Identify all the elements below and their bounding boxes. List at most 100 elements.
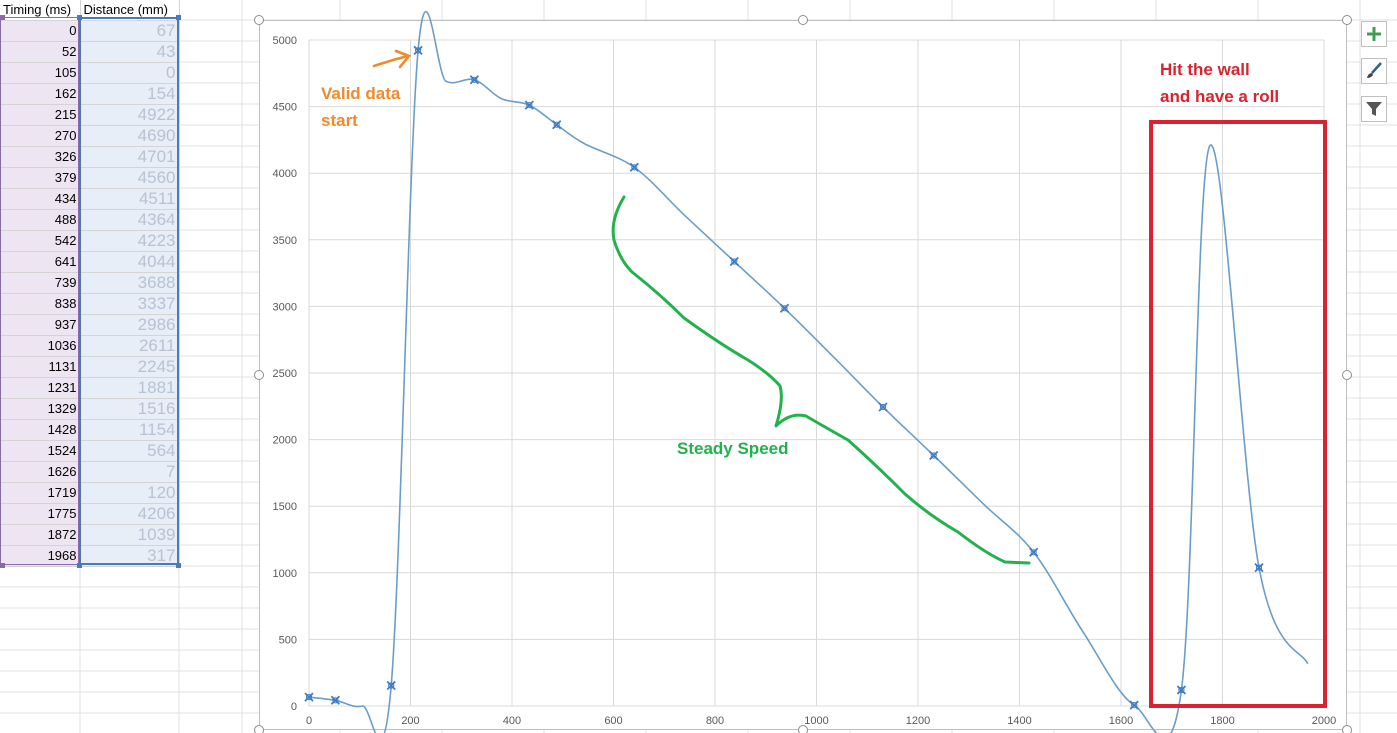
distance-header[interactable]: Distance (mm) xyxy=(80,0,180,21)
distance-cell[interactable]: 1881 xyxy=(80,377,180,399)
data-point[interactable] xyxy=(469,75,480,85)
timing-cell[interactable]: 838 xyxy=(0,293,81,315)
selection-handle[interactable] xyxy=(176,15,181,20)
timing-cell[interactable]: 270 xyxy=(0,125,81,147)
series-markers xyxy=(304,45,1264,710)
y-tick-label: 0 xyxy=(291,701,297,713)
selection-handle[interactable] xyxy=(0,15,5,20)
timing-cell[interactable]: 215 xyxy=(0,104,81,126)
selection-handle[interactable] xyxy=(77,563,82,568)
timing-cell[interactable]: 1775 xyxy=(0,503,81,525)
distance-cell[interactable]: 4206 xyxy=(80,503,180,525)
timing-cell[interactable]: 326 xyxy=(0,146,81,168)
distance-cell[interactable]: 2986 xyxy=(80,314,180,336)
timing-cell[interactable]: 434 xyxy=(0,188,81,210)
data-point[interactable] xyxy=(552,120,562,130)
data-point[interactable] xyxy=(1254,562,1264,573)
distance-cell[interactable]: 4690 xyxy=(80,125,180,147)
distance-cell[interactable]: 1039 xyxy=(80,524,180,546)
distance-cell[interactable]: 4364 xyxy=(80,209,180,231)
data-point[interactable] xyxy=(929,450,939,461)
timing-cell[interactable]: 1719 xyxy=(0,482,81,504)
resize-handle[interactable] xyxy=(254,370,264,380)
timing-cell[interactable]: 1131 xyxy=(0,356,81,378)
data-point[interactable] xyxy=(1176,685,1187,695)
distance-cell[interactable]: 4922 xyxy=(80,104,180,126)
timing-cell[interactable]: 1626 xyxy=(0,461,81,483)
timing-cell[interactable]: 1428 xyxy=(0,419,81,441)
chart-area[interactable] xyxy=(259,20,1347,730)
brush-icon xyxy=(1367,62,1382,78)
selection-handle[interactable] xyxy=(77,15,82,20)
distance-cell[interactable]: 7 xyxy=(80,461,180,483)
data-point[interactable] xyxy=(304,692,314,702)
distance-selection[interactable] xyxy=(79,17,179,565)
distance-cell[interactable]: 4511 xyxy=(80,188,180,210)
distance-cell[interactable]: 2611 xyxy=(80,335,180,357)
resize-handle[interactable] xyxy=(254,15,264,25)
data-point[interactable] xyxy=(878,402,888,412)
series-line xyxy=(308,11,1309,733)
distance-cell[interactable]: 67 xyxy=(80,20,180,42)
timing-cell[interactable]: 52 xyxy=(0,41,81,63)
distance-cell[interactable]: 4044 xyxy=(80,251,180,273)
timing-cell[interactable]: 162 xyxy=(0,83,81,105)
data-point[interactable] xyxy=(629,162,639,172)
timing-cell[interactable]: 1329 xyxy=(0,398,81,420)
chart-styles-button[interactable] xyxy=(1361,58,1387,84)
resize-handle[interactable] xyxy=(798,725,808,733)
add-chart-element-button[interactable] xyxy=(1361,21,1387,47)
resize-handle[interactable] xyxy=(798,15,808,25)
data-point[interactable] xyxy=(779,303,790,313)
distance-cell[interactable]: 4701 xyxy=(80,146,180,168)
distance-cell[interactable]: 2245 xyxy=(80,356,180,378)
data-point[interactable] xyxy=(386,680,396,691)
data-point[interactable] xyxy=(330,695,341,705)
timing-cell[interactable]: 739 xyxy=(0,272,81,294)
data-point[interactable] xyxy=(413,45,423,56)
distance-cell[interactable]: 154 xyxy=(80,83,180,105)
timing-cell[interactable]: 542 xyxy=(0,230,81,252)
selection-handle[interactable] xyxy=(0,563,5,568)
table-row: 1036 2611 xyxy=(0,335,180,357)
timing-cell[interactable]: 1036 xyxy=(0,335,81,357)
selection-handle[interactable] xyxy=(176,563,181,568)
table-row: 215 4922 xyxy=(0,104,180,126)
timing-cell[interactable]: 641 xyxy=(0,251,81,273)
distance-cell[interactable]: 3337 xyxy=(80,293,180,315)
y-tick-label: 500 xyxy=(279,634,297,646)
x-tick-label: 1400 xyxy=(1007,715,1031,727)
data-point[interactable] xyxy=(1129,700,1139,710)
timing-header[interactable]: Timing (ms) xyxy=(0,0,81,21)
timing-cell[interactable]: 1872 xyxy=(0,524,81,546)
timing-cell[interactable]: 488 xyxy=(0,209,81,231)
data-point[interactable] xyxy=(1029,547,1039,557)
resize-handle[interactable] xyxy=(254,725,264,733)
resize-handle[interactable] xyxy=(1342,725,1352,733)
distance-cell[interactable]: 0 xyxy=(80,62,180,84)
timing-selection[interactable] xyxy=(0,17,79,565)
table-row: 52 43 xyxy=(0,41,180,63)
timing-cell[interactable]: 0 xyxy=(0,20,81,42)
timing-cell[interactable]: 1524 xyxy=(0,440,81,462)
distance-cell[interactable]: 317 xyxy=(80,545,180,567)
timing-cell[interactable]: 1968 xyxy=(0,545,81,567)
table-row: 641 4044 xyxy=(0,251,180,273)
distance-cell[interactable]: 564 xyxy=(80,440,180,462)
timing-cell[interactable]: 105 xyxy=(0,62,81,84)
resize-handle[interactable] xyxy=(1342,370,1352,380)
y-tick-labels: 0 500 1000 1500 2000 2500 3000 3500 4000 4500 5000 xyxy=(273,35,297,713)
distance-cell[interactable]: 1154 xyxy=(80,419,180,441)
table-row: 326 4701 xyxy=(0,146,180,168)
timing-cell[interactable]: 937 xyxy=(0,314,81,336)
x-tick-labels: 0 200 400 600 800 1000 1200 1400 1600 1800 2000 xyxy=(306,715,1336,727)
distance-cell[interactable]: 43 xyxy=(80,41,180,63)
table-row: 488 4364 xyxy=(0,209,180,231)
data-point[interactable] xyxy=(524,100,534,110)
resize-handle[interactable] xyxy=(1342,15,1352,25)
chart-filters-button[interactable] xyxy=(1361,96,1387,122)
distance-cell[interactable]: 1516 xyxy=(80,398,180,420)
data-point[interactable] xyxy=(729,256,739,267)
distance-cell[interactable]: 3688 xyxy=(80,272,180,294)
